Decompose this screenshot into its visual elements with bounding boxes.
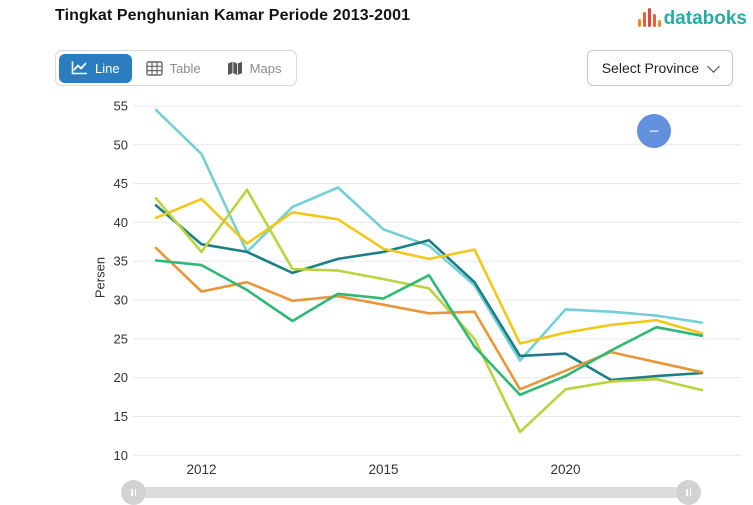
line-series-lime [154, 188, 704, 434]
y-axis-title: Persen [92, 256, 108, 299]
page-title: Tingkat Penghunian Kamar Periode 2013-20… [55, 7, 411, 24]
line-series-teal [154, 204, 704, 382]
navigator-right-handle[interactable] [676, 480, 701, 505]
range-navigator [0, 480, 753, 505]
province-select[interactable]: Select Province [586, 50, 733, 86]
navigator-track[interactable] [140, 487, 680, 498]
toolbar: Line Table Maps Select Province [55, 50, 733, 86]
y-tick-label: 20 [114, 370, 128, 385]
tab-line-label: Line [95, 60, 120, 76]
line-chart-icon [71, 61, 87, 75]
zoom-out-button[interactable]: − [637, 114, 671, 148]
x-tick-label: 2012 [186, 462, 216, 477]
databoks-logo: databoks [637, 7, 747, 29]
tab-table[interactable]: Table [134, 54, 213, 83]
chevron-down-icon [707, 59, 720, 73]
x-tick-label: 2020 [550, 462, 580, 477]
y-tick-label: 40 [114, 215, 128, 230]
tab-line[interactable]: Line [59, 53, 132, 83]
databoks-wordmark: databoks [663, 8, 747, 29]
line-series-yellow [154, 197, 704, 345]
tab-table-label: Table [169, 60, 201, 76]
table-icon [145, 60, 163, 76]
y-tick-label: 35 [114, 254, 128, 269]
line-series-green [154, 259, 704, 397]
line-series-orange [154, 246, 704, 391]
y-tick-label: 25 [114, 331, 128, 346]
maps-icon [227, 61, 242, 75]
y-tick-label: 50 [114, 137, 128, 152]
line-chart: 10 15 20 25 30 35 40 45 50 55 2012 2015 2020 [114, 99, 741, 477]
y-tick-label: 10 [114, 448, 128, 463]
view-switcher: Line Table Maps [55, 50, 298, 86]
minus-icon: − [648, 121, 660, 141]
x-tick-label: 2015 [368, 462, 398, 477]
tab-maps-label: Maps [249, 60, 282, 76]
y-tick-label: 55 [114, 99, 128, 114]
tab-maps[interactable]: Maps [215, 54, 294, 83]
navigator-left-handle[interactable] [121, 480, 146, 505]
province-select-label: Select Province [601, 60, 699, 76]
y-tick-label: 30 [114, 293, 128, 308]
databoks-bars-icon [637, 7, 661, 29]
y-tick-label: 45 [114, 176, 128, 191]
y-tick-label: 15 [114, 409, 128, 424]
